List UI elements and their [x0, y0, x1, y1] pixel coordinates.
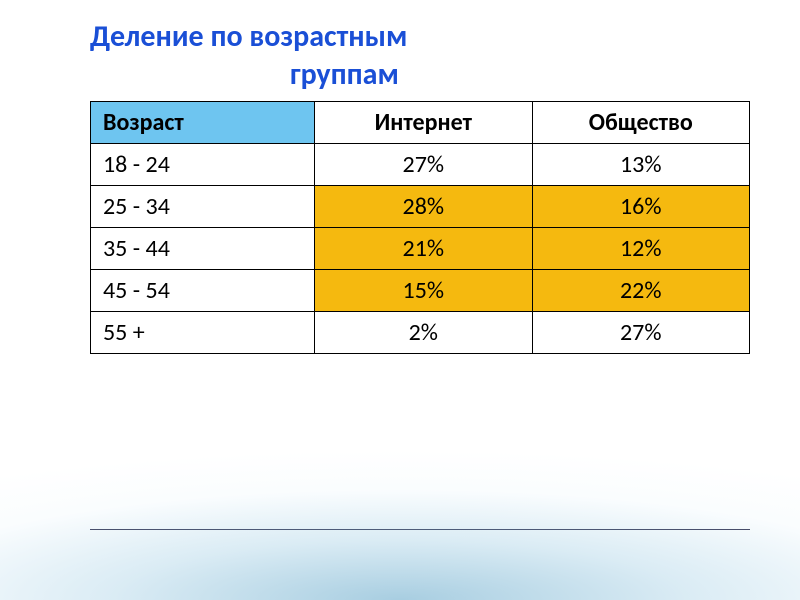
cell-internet: 2%	[315, 312, 532, 354]
cell-age: 18 - 24	[91, 144, 315, 186]
cell-society: 12%	[532, 228, 749, 270]
cell-age: 55 +	[91, 312, 315, 354]
title-line-1: Деление по возрастным	[90, 18, 407, 55]
divider-line	[90, 529, 750, 530]
col-header-internet: Интернет	[315, 102, 532, 144]
col-header-age: Возраст	[91, 102, 315, 144]
table-row: 35 - 4421%12%	[91, 228, 750, 270]
title-line-2: группам	[90, 56, 750, 94]
cell-internet: 27%	[315, 144, 532, 186]
table-row: 18 - 2427%13%	[91, 144, 750, 186]
cell-society: 16%	[532, 186, 749, 228]
cell-age: 25 - 34	[91, 186, 315, 228]
age-groups-table: Возраст Интернет Общество 18 - 2427%13%2…	[90, 101, 750, 354]
cell-internet: 28%	[315, 186, 532, 228]
table-row: 55 +2%27%	[91, 312, 750, 354]
cell-age: 35 - 44	[91, 228, 315, 270]
slide-title: Деление по возрастным группам	[90, 18, 750, 93]
table-body: 18 - 2427%13%25 - 3428%16%35 - 4421%12%4…	[91, 144, 750, 354]
cell-internet: 15%	[315, 270, 532, 312]
table-header-row: Возраст Интернет Общество	[91, 102, 750, 144]
cell-society: 22%	[532, 270, 749, 312]
cell-society: 27%	[532, 312, 749, 354]
cell-age: 45 - 54	[91, 270, 315, 312]
table-row: 45 - 5415%22%	[91, 270, 750, 312]
col-header-society: Общество	[532, 102, 749, 144]
cell-society: 13%	[532, 144, 749, 186]
slide-container: Деление по возрастным группам Возраст Ин…	[0, 0, 800, 600]
table-row: 25 - 3428%16%	[91, 186, 750, 228]
cell-internet: 21%	[315, 228, 532, 270]
